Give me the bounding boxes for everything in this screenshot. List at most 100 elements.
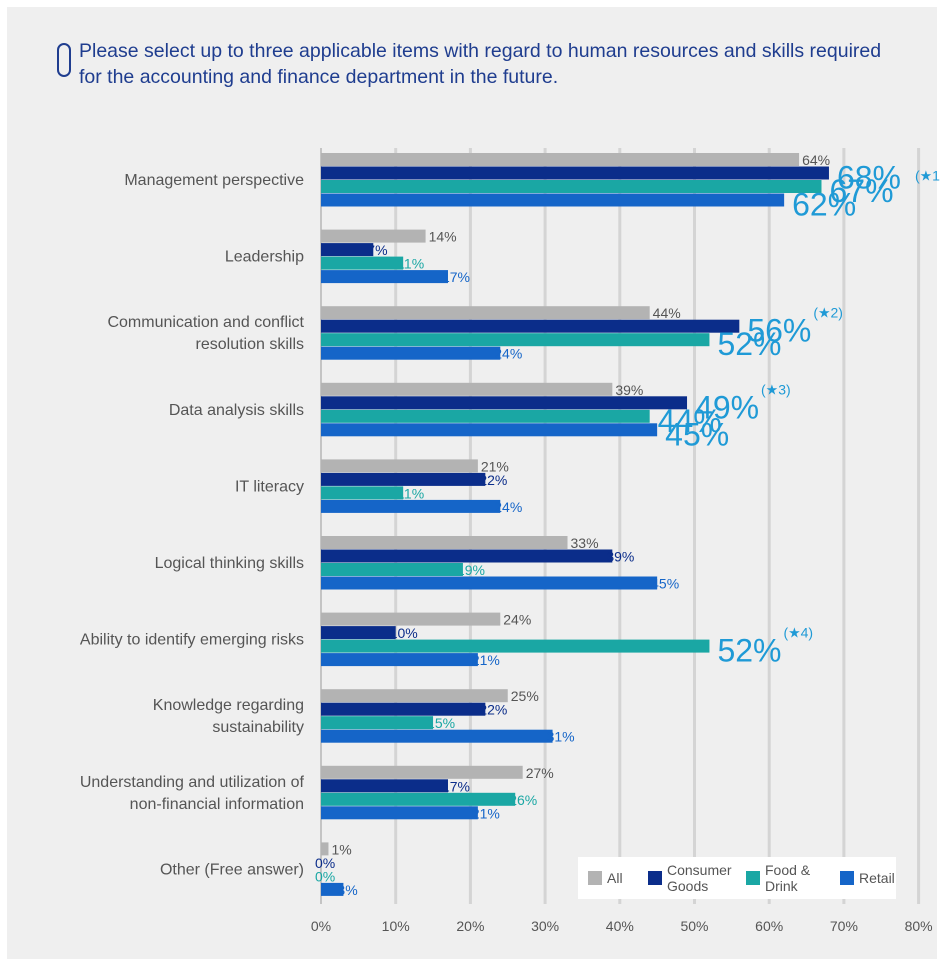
- x-tick-label: 30%: [531, 918, 559, 934]
- category-label: Logical thinking skills: [155, 555, 304, 572]
- data-label: 26%: [509, 792, 537, 808]
- category-label: Management perspective: [124, 172, 304, 189]
- bar: [321, 270, 448, 284]
- bar: [321, 486, 404, 500]
- bar: [321, 702, 486, 716]
- bar: [321, 193, 785, 207]
- highlight-note: (★4): [783, 625, 813, 641]
- data-label: 11%: [397, 485, 424, 501]
- highlight-label: 52%: [717, 326, 781, 362]
- category-label: Understanding and utilization of: [80, 774, 305, 791]
- data-label: 0%: [315, 855, 335, 871]
- legend-item: Retail: [840, 857, 895, 899]
- bar: [321, 576, 658, 590]
- bar: [321, 459, 478, 473]
- data-label: 22%: [479, 472, 507, 488]
- data-label: 24%: [494, 499, 522, 515]
- legend-swatch: [746, 871, 760, 885]
- legend-label: Food & Drink: [765, 862, 811, 894]
- legend-swatch: [840, 871, 854, 885]
- bar: [321, 549, 613, 563]
- bar: [321, 256, 404, 270]
- bar: [321, 806, 478, 820]
- bar: [321, 653, 478, 667]
- category-label: Other (Free answer): [160, 861, 304, 878]
- data-label: 31%: [547, 729, 575, 745]
- bar: [321, 382, 613, 396]
- x-tick-label: 10%: [382, 918, 410, 934]
- bar: [321, 689, 508, 703]
- data-label: 11%: [397, 256, 424, 272]
- legend-item: Consumer Goods: [648, 857, 732, 899]
- highlight-label: 45%: [665, 416, 729, 452]
- bar: [321, 729, 553, 743]
- x-tick-label: 50%: [680, 918, 708, 934]
- x-tick-label: 80%: [905, 918, 933, 934]
- bar: [321, 779, 448, 793]
- bar: [321, 409, 650, 423]
- x-tick-label: 70%: [830, 918, 858, 934]
- legend-label: Retail: [859, 870, 895, 886]
- category-label: Leadership: [225, 249, 304, 266]
- bar: [321, 612, 501, 626]
- bar: [321, 716, 434, 730]
- data-label: 22%: [479, 702, 507, 718]
- data-label: 21%: [472, 652, 500, 668]
- category-label: resolution skills: [196, 336, 304, 353]
- data-label: 27%: [526, 765, 554, 781]
- data-label: 15%: [427, 715, 455, 731]
- highlight-label: 67%: [829, 173, 893, 209]
- bar: [321, 346, 501, 360]
- legend-swatch: [588, 871, 602, 885]
- x-tick-label: 40%: [606, 918, 634, 934]
- bar: [321, 396, 688, 410]
- bar: [321, 792, 516, 806]
- gridlines: [320, 148, 921, 904]
- data-label: 33%: [571, 535, 599, 551]
- bar: [321, 765, 523, 779]
- highlight-label: 68%: [837, 160, 901, 196]
- legend-swatch: [648, 871, 662, 885]
- bar: [321, 229, 426, 243]
- data-label: 1%: [331, 841, 351, 857]
- data-label: 17%: [442, 778, 470, 794]
- data-label: 7%: [367, 242, 387, 258]
- bar: [321, 153, 800, 166]
- data-label: 39%: [606, 549, 634, 565]
- legend-item: Food & Drink: [746, 857, 810, 899]
- bar: [321, 842, 329, 856]
- data-label: 21%: [472, 805, 500, 821]
- x-tick-label: 20%: [456, 918, 484, 934]
- data-labels: 64% 68% (★1 67%62% 14% 7% 11% 17% 44% 56% (★2) 52% 2…: [315, 152, 940, 898]
- bar: [321, 536, 568, 549]
- x-tick-label: 60%: [755, 918, 783, 934]
- x-tick-label: 0%: [311, 918, 331, 934]
- data-label: 21%: [481, 458, 509, 474]
- category-label: Knowledge regarding: [153, 697, 304, 714]
- data-label: 17%: [442, 269, 470, 285]
- highlight-note: (★2): [813, 305, 843, 321]
- bar: [321, 423, 658, 437]
- legend: All Consumer Goods Food & Drink Retail: [578, 857, 896, 899]
- data-label: 0%: [315, 868, 335, 884]
- bars: [321, 153, 829, 896]
- data-label: 45%: [651, 576, 679, 592]
- category-labels: Management perspective Leadership Communic…: [80, 172, 305, 878]
- bar: [321, 639, 710, 653]
- data-label: 25%: [511, 688, 539, 704]
- bar: [321, 166, 829, 180]
- bar: [321, 243, 374, 257]
- bar: [321, 563, 463, 576]
- question-mark-icon: [57, 43, 71, 77]
- data-label: 24%: [503, 612, 531, 628]
- bar: [321, 319, 740, 333]
- data-label: 24%: [494, 346, 522, 362]
- category-label: Data analysis skills: [169, 402, 304, 419]
- data-label: 19%: [457, 562, 485, 578]
- category-label: Ability to identify emerging risks: [80, 632, 304, 649]
- data-label: 3%: [337, 882, 357, 898]
- bar: [321, 333, 710, 347]
- bar: [321, 882, 344, 896]
- category-label: non-financial information: [130, 796, 304, 813]
- highlight-label: 49%: [695, 389, 759, 425]
